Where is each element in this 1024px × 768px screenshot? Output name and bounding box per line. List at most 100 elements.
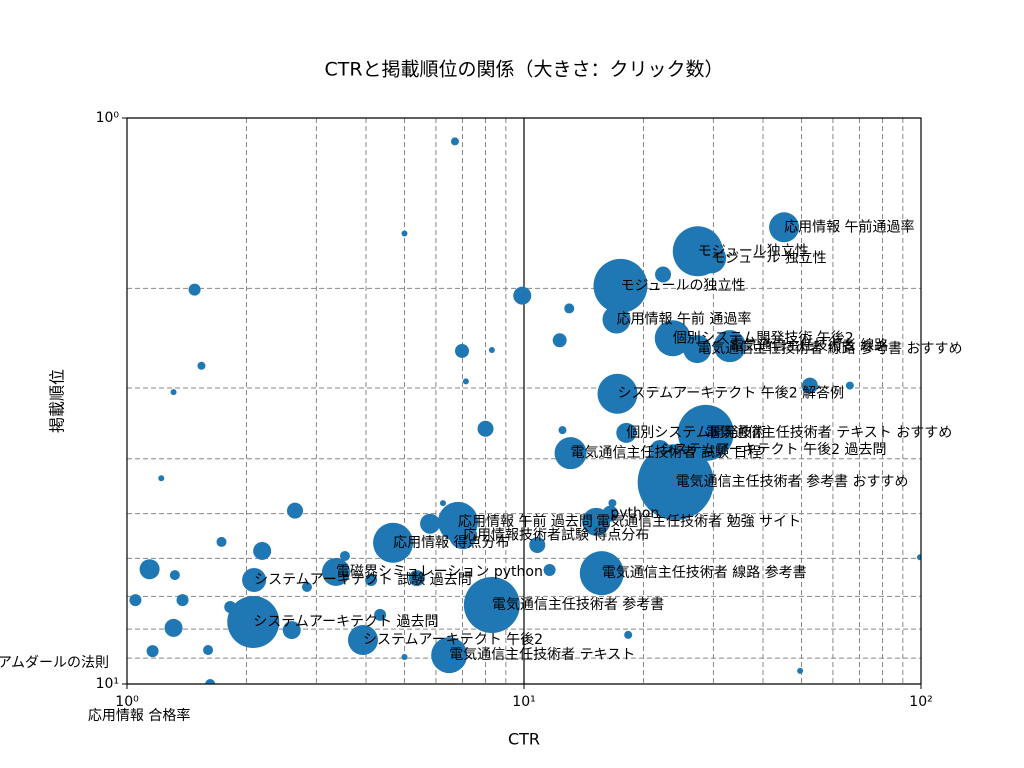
bubble [420,513,441,534]
point-label: システムアーキテクト 午後2 [363,632,543,648]
point-label: システムアーキテクト 午後2 解答例 [618,385,845,402]
bubble [655,266,672,283]
bubble [624,630,633,639]
bubble [552,333,567,348]
x-tick-label: 10¹ [512,694,535,710]
bubble [529,536,546,553]
point-label: 応用情報技術者試験 得点分布 [463,526,649,543]
bubble [365,573,378,586]
bubble [602,305,631,334]
bubble [282,621,301,640]
bubble [242,567,267,592]
bubble [593,258,648,313]
point-label: 電気通信主任技術者 試験 日程 [571,445,762,461]
x-tick-label: 10⁰ [115,694,139,710]
bubble [677,404,734,461]
point-label: python [610,506,659,522]
x-axis-label: CTR [508,730,540,749]
bubble [477,420,494,437]
bubble [287,502,304,519]
bubble [597,373,638,414]
bubble [616,422,637,443]
bubble [769,212,800,243]
bubble [797,667,804,674]
bubble [448,521,477,550]
bubble [347,624,378,655]
chart-title: CTRと掲載順位の関係（大きさ：クリック数） [324,59,723,81]
point-label: 電気通信主任技術者 線路 参考書 おすすめ [697,340,962,357]
bubble [401,654,408,661]
bubble [455,343,470,358]
y-tick-label: 10⁰ [96,110,120,126]
bubble [169,570,180,581]
point-label: 電気通信主任技術者 線路 [730,338,888,354]
y-tick-label: 10¹ [96,676,119,692]
bubble [301,582,312,593]
point-label: システムアーキテクト 試験 過去問 [254,572,472,588]
bubble [558,426,567,435]
y-axis-label: 掲載順位 [48,369,67,433]
bubble [608,499,617,508]
bubble [188,283,201,296]
bubble [579,551,624,596]
point-label: 個別システム開発技術 [626,425,766,441]
bubble [227,595,280,648]
bubble [164,618,183,637]
point-label: 電磁界シミュレーション python [336,564,543,580]
bubble [408,570,425,587]
bubble [205,679,216,684]
bubble [463,576,520,633]
point-label: モジュールの独立性 [620,278,745,294]
bubble [450,137,459,146]
bubble [683,335,712,364]
bubble [401,230,408,237]
plot-area [129,137,921,684]
bubble [654,320,691,357]
bubble [439,500,446,507]
point-label: 電気通信主任技術者 テキスト おすすめ [706,425,952,441]
bubble [488,347,495,354]
point-label: 応用情報 午前 通過率 [616,311,751,328]
bubble [462,378,469,385]
bubble [916,554,921,561]
point-label: 個別システム開発技術 午後2 [673,330,854,346]
bubble [339,550,350,561]
point-label: 電気通信主任技術者 参考書 [492,596,664,613]
point-label: システムアーキテクト 午後2 過去問 [660,442,887,458]
point-label: 電気通信主任技術者 参考書 おすすめ [676,473,909,490]
bubble [139,559,160,580]
bubble [649,440,670,461]
point-label: 電気通信主任技術者 勉強 サイト [596,514,801,530]
bubble [253,541,272,560]
bubble [373,522,414,563]
point-label: モジュール 独立性 [711,250,826,266]
point-label: アムダールの法則 [0,655,109,671]
bubble [696,243,727,274]
bubble [431,637,468,674]
bubble [176,594,189,607]
point-label: システムアーキテクト 過去問 [253,614,438,630]
point-label: 応用情報 午前 過去問 [458,513,593,530]
bubble [543,564,556,577]
bubble [637,444,714,521]
bubble [513,286,532,305]
ticks: 10⁰ 10¹ 10² 10⁰ 10¹ [96,110,933,710]
bubble [845,381,854,390]
bubble [129,594,142,607]
bubble [216,536,227,547]
bubble [197,361,206,370]
bubble [146,645,159,658]
bubble [713,330,746,363]
bubble [564,303,575,314]
point-label: 電気通信主任技術者 線路 参考書 [602,564,807,581]
point-label: モジュール独立性 [698,243,809,259]
bubble [321,557,350,586]
point-label: 応用情報 得点分布 [393,534,509,551]
bubble [224,600,237,613]
x-tick-label: 10² [909,694,932,710]
bubble [170,389,177,396]
